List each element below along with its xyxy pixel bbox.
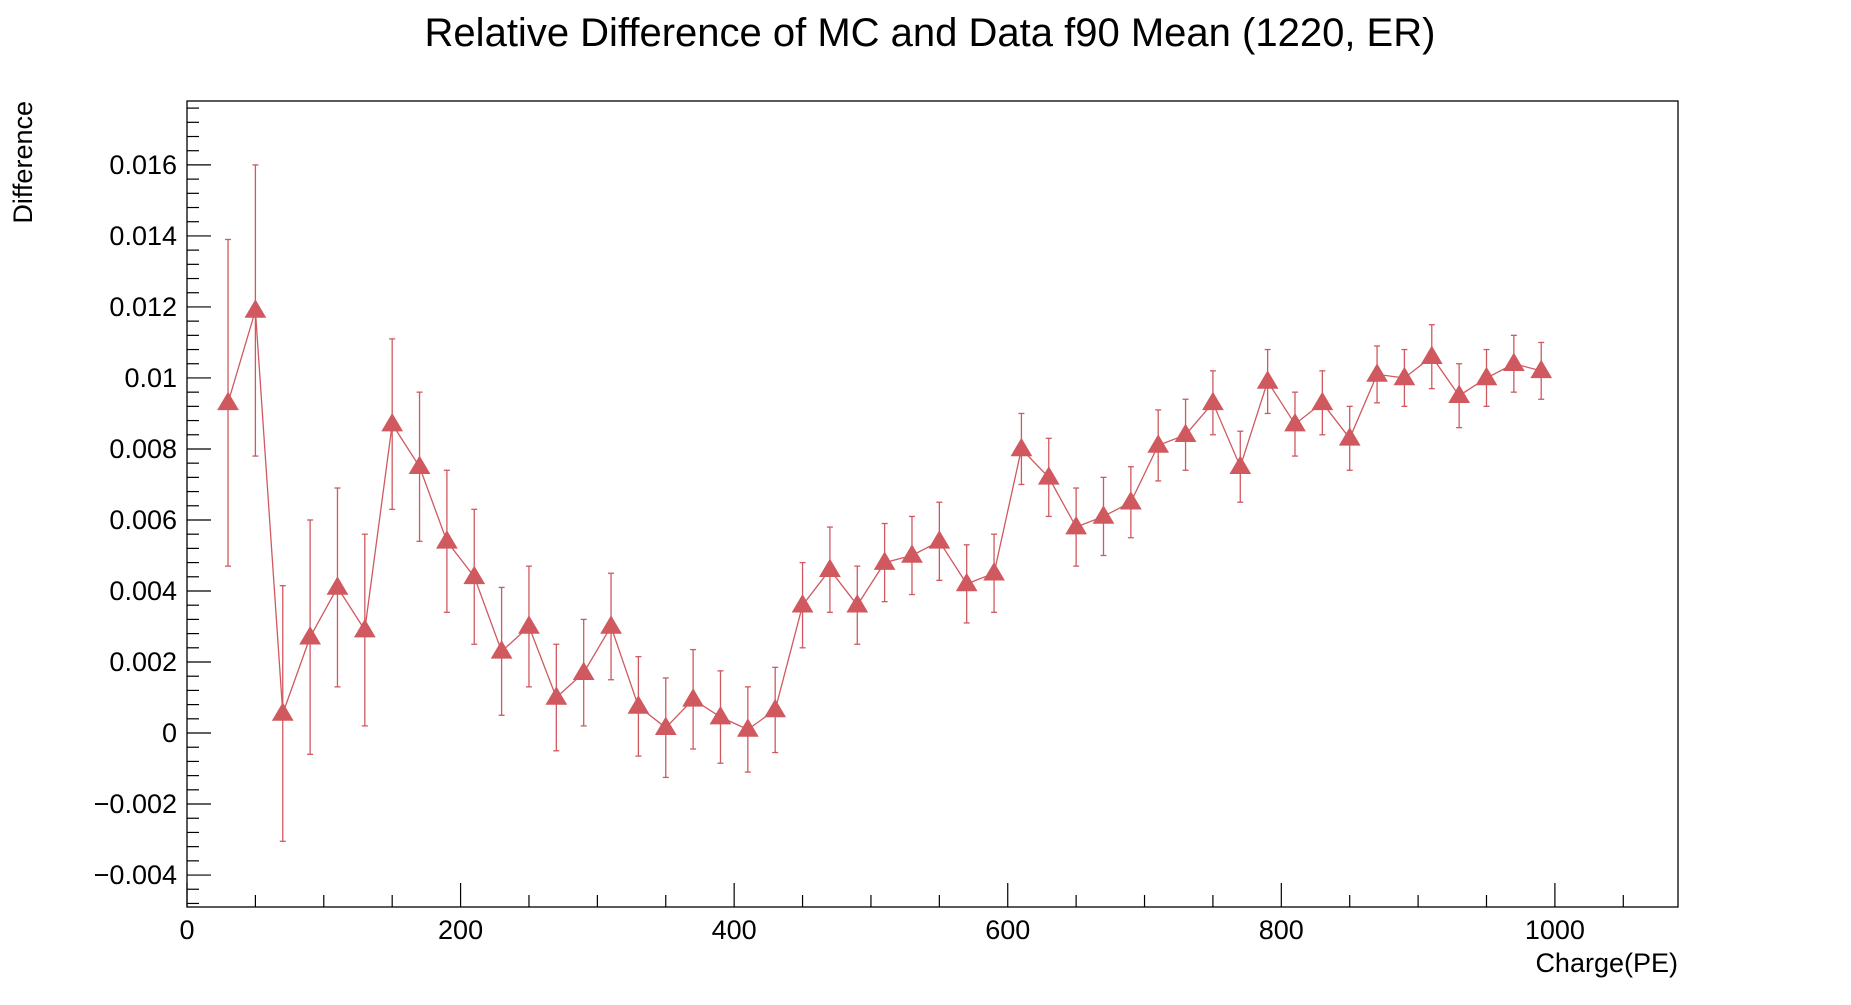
series-line: [227, 310, 1542, 731]
data-point-marker: [955, 572, 978, 592]
data-point-marker: [1502, 352, 1525, 372]
data-point-marker: [217, 391, 239, 411]
data-point-marker: [600, 615, 622, 634]
data-point-marker: [1147, 434, 1170, 453]
y-tick-label: 0.002: [109, 647, 177, 677]
x-axis: 0 200 400 600 800 1000: [179, 883, 1624, 945]
data-point-marker: [271, 702, 294, 721]
y-tick-label: 0.014: [109, 221, 177, 251]
data-point-marker: [1530, 359, 1553, 379]
y-tick-label: 0.012: [109, 292, 177, 322]
data-point-marker: [764, 698, 787, 718]
y-tick-label: 0.004: [109, 576, 177, 606]
data-point-marker: [873, 551, 896, 570]
x-tick-label: 400: [712, 915, 757, 945]
data-point-marker: [846, 594, 869, 613]
data-point-marker: [709, 705, 732, 725]
x-axis-title: Charge(PE): [1535, 948, 1678, 978]
y-tick-label: 0.016: [109, 150, 177, 180]
data-point-marker: [928, 530, 951, 549]
x-tick-label: 1000: [1525, 915, 1585, 945]
data-point-marker: [545, 686, 568, 705]
y-tick-label: 0.01: [124, 363, 177, 393]
data-point-marker: [1475, 366, 1498, 386]
y-tick-label: 0.008: [109, 434, 177, 464]
data-point-marker: [518, 615, 540, 634]
plot-frame: [186, 100, 1679, 908]
y-tick-label: −0.004: [94, 860, 177, 890]
series-layer: [217, 164, 1553, 842]
y-tick-label: 0.006: [109, 505, 177, 535]
data-point-marker: [654, 716, 677, 735]
data-point-marker: [791, 594, 814, 613]
data-point-marker: [1229, 455, 1252, 475]
data-point-marker: [1284, 412, 1306, 432]
y-tick-label: −0.002: [94, 789, 177, 819]
data-point-marker: [1010, 437, 1033, 457]
data-point-marker: [819, 558, 841, 577]
data-point-marker: [353, 618, 376, 638]
y-axis-title: Difference: [8, 101, 38, 224]
data-point-marker: [1448, 384, 1471, 404]
data-point-marker: [1119, 491, 1142, 510]
x-tick-label: 0: [179, 915, 194, 945]
data-point-marker: [1065, 515, 1088, 535]
data-point-marker: [572, 661, 595, 680]
x-tick-label: 800: [1259, 915, 1304, 945]
data-point-marker: [326, 576, 349, 595]
data-point-marker: [1366, 363, 1388, 382]
data-point-marker: [299, 625, 321, 645]
data-point-marker: [1338, 427, 1361, 446]
data-point-marker: [1174, 423, 1197, 443]
data-point-marker: [463, 565, 486, 585]
data-point-marker: [627, 695, 650, 714]
y-axis: −0.004 −0.002 0 0.002 0.004 0.006 0.008 0.01 0.0…: [94, 107, 211, 905]
data-point-marker: [1311, 391, 1334, 411]
data-point-marker: [983, 562, 1005, 581]
x-tick-label: 600: [985, 915, 1030, 945]
data-point-marker: [244, 299, 267, 318]
data-point-marker: [901, 544, 923, 563]
data-point-marker: [408, 455, 431, 475]
y-tick-label: 0: [162, 718, 177, 748]
data-point-marker: [1256, 370, 1279, 389]
data-point-marker: [1420, 345, 1443, 364]
data-point-marker: [736, 718, 759, 737]
data-point-marker: [381, 412, 404, 432]
data-point-marker: [490, 640, 513, 659]
data-point-marker: [436, 530, 458, 549]
data-point-marker: [1092, 505, 1115, 524]
x-tick-label: 200: [438, 915, 483, 945]
chart-title: Relative Difference of MC and Data f90 M…: [425, 11, 1436, 55]
data-point-marker: [1393, 366, 1416, 386]
data-point-marker: [682, 688, 704, 707]
data-point-marker: [1037, 466, 1060, 485]
data-point-marker: [1202, 391, 1224, 411]
